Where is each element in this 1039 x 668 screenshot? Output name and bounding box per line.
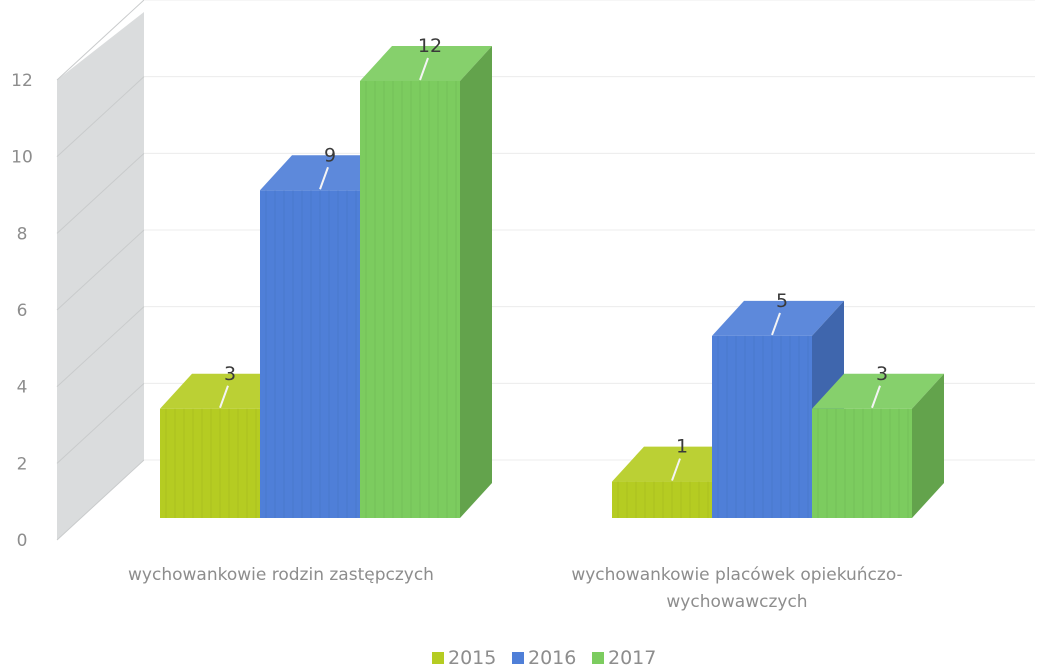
y-axis: 0 2 4 6 8 10 12 xyxy=(11,71,33,551)
back-wall xyxy=(57,12,144,540)
legend-item: 2017 xyxy=(592,647,656,668)
legend-label: 2017 xyxy=(608,647,656,668)
data-label: 1 xyxy=(676,436,688,458)
category-label: wychowankowie placówek opiekuńczo- xyxy=(571,565,902,585)
data-label: 9 xyxy=(324,144,336,166)
legend-swatch xyxy=(512,652,524,664)
y-tick-label: 10 xyxy=(11,148,33,168)
data-label: 12 xyxy=(418,35,442,57)
y-tick-label: 6 xyxy=(17,301,28,321)
legend-item: 2016 xyxy=(512,647,576,668)
bars xyxy=(160,46,944,518)
side-wall xyxy=(57,12,144,540)
data-label: 3 xyxy=(876,363,888,385)
y-tick-label: 4 xyxy=(17,378,28,398)
bar-side xyxy=(460,46,492,518)
legend-swatch xyxy=(432,652,444,664)
legend-swatch xyxy=(592,652,604,664)
bar xyxy=(812,374,944,518)
y-tick-label: 2 xyxy=(17,454,28,474)
legend-label: 2015 xyxy=(448,647,496,668)
legend-item: 2015 xyxy=(432,647,496,668)
y-tick-label: 12 xyxy=(11,71,33,91)
legend: 2015 2016 2017 xyxy=(432,647,656,668)
x-axis: wychowankowie rodzin zastępczych wychowan… xyxy=(128,565,903,612)
bar xyxy=(360,46,492,518)
y-tick-label: 8 xyxy=(17,224,28,244)
legend-label: 2016 xyxy=(528,647,576,668)
category-label: wychowawczych xyxy=(666,592,807,612)
category-label: wychowankowie rodzin zastępczych xyxy=(128,565,434,585)
data-label: 5 xyxy=(776,290,788,312)
data-label: 3 xyxy=(224,363,236,385)
y-tick-label: 0 xyxy=(17,531,28,551)
